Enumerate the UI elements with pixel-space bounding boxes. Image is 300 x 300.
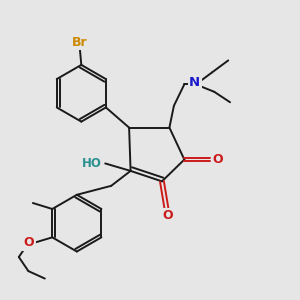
Text: N: N: [189, 76, 200, 89]
Text: O: O: [213, 153, 224, 166]
Text: O: O: [24, 236, 34, 249]
Text: Br: Br: [72, 36, 88, 49]
Text: O: O: [163, 209, 173, 222]
Text: HO: HO: [82, 157, 102, 170]
